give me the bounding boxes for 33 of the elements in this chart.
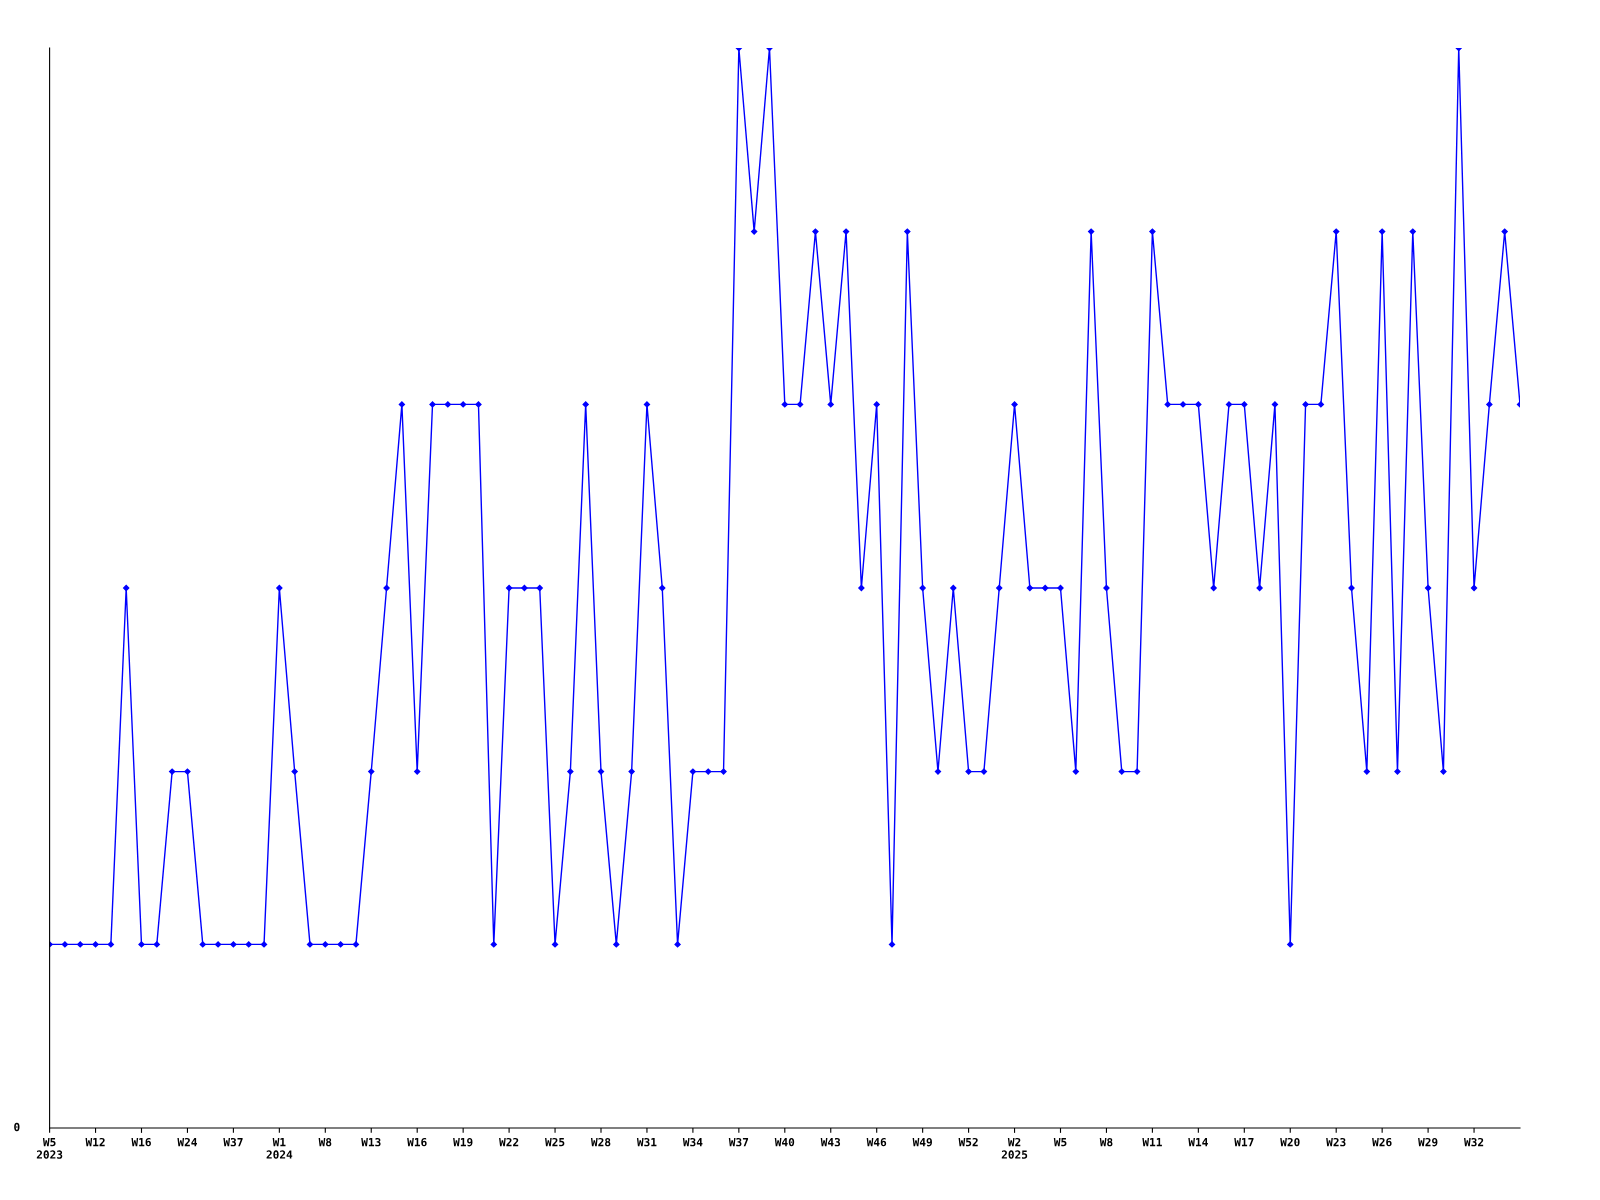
x-tick-label: W46 bbox=[866, 1137, 887, 1147]
x-tick-label: W26 bbox=[1372, 1137, 1392, 1147]
x-tick-label: W16 bbox=[407, 1137, 427, 1147]
x-tick-label: W13 bbox=[361, 1137, 381, 1147]
x-tick-label: W29 bbox=[1418, 1137, 1438, 1147]
x-tick-label: W2 2025 bbox=[1001, 1137, 1028, 1159]
x-tick-label: W28 bbox=[590, 1137, 611, 1147]
x-tick-label: W43 bbox=[820, 1137, 841, 1147]
x-tick-label: W49 bbox=[912, 1137, 932, 1147]
x-tick-label: W5 bbox=[1053, 1138, 1067, 1147]
x-tick-label: W20 bbox=[1280, 1137, 1300, 1147]
text: 0 bbox=[14, 1122, 20, 1132]
x-tick-label: W17 bbox=[1234, 1138, 1254, 1147]
x-tick-label: W8 bbox=[1099, 1137, 1113, 1147]
x-tick-label: W37 bbox=[223, 1137, 243, 1147]
x-tick-label: W25 bbox=[545, 1137, 565, 1147]
x-tick-label: W52 bbox=[958, 1137, 978, 1147]
x-tick-label: W24 bbox=[177, 1137, 197, 1147]
x-tick-label: W8 bbox=[318, 1137, 332, 1147]
x-tick-label: W19 bbox=[453, 1137, 473, 1147]
x-tick-label: W31 bbox=[636, 1137, 657, 1147]
x-tick-label: W22 bbox=[499, 1137, 519, 1147]
x-tick-label: W5 2023 bbox=[36, 1138, 63, 1159]
x-tick-label: W40 bbox=[774, 1137, 795, 1147]
x-tick-label: W23 bbox=[1326, 1137, 1346, 1147]
x-tick-label: W1 2024 bbox=[266, 1138, 293, 1159]
x-tick-label: W34 bbox=[682, 1137, 703, 1147]
x-tick-label: W16 bbox=[131, 1137, 151, 1147]
x-tick-label: W14 bbox=[1188, 1138, 1208, 1147]
x-tick-label: W11 bbox=[1142, 1138, 1162, 1147]
x-tick-label: W32 bbox=[1464, 1137, 1484, 1147]
x-tick-label: W37 bbox=[728, 1137, 749, 1147]
x-tick-label: W12 bbox=[85, 1137, 105, 1147]
